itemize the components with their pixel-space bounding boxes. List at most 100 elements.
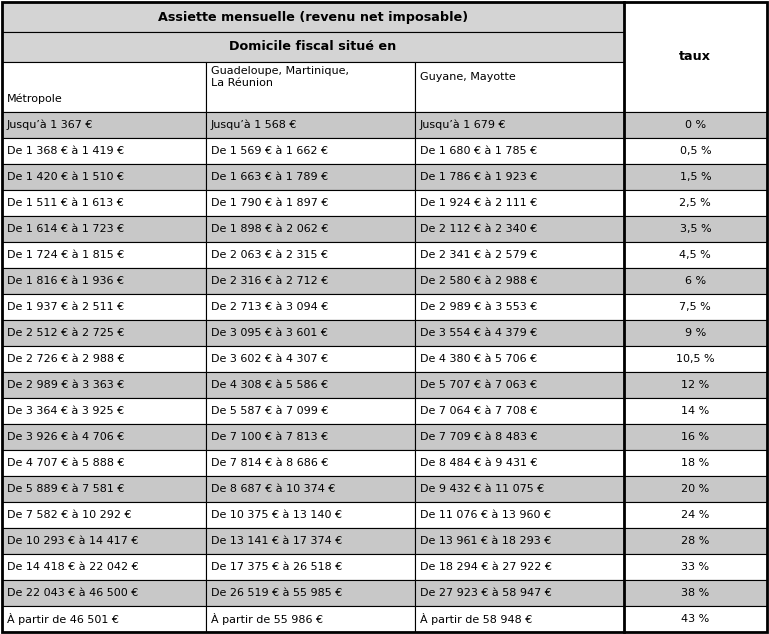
- Bar: [624, 424, 767, 450]
- Text: De 4 707 € à 5 888 €: De 4 707 € à 5 888 €: [7, 458, 125, 468]
- Text: De 8 687 € à 10 374 €: De 8 687 € à 10 374 €: [211, 484, 335, 494]
- Bar: [624, 138, 767, 164]
- Text: De 1 937 € à 2 511 €: De 1 937 € à 2 511 €: [7, 302, 124, 312]
- Bar: [624, 294, 767, 320]
- Text: De 2 112 € à 2 340 €: De 2 112 € à 2 340 €: [420, 224, 537, 234]
- Bar: [414, 164, 624, 190]
- Bar: [414, 606, 624, 632]
- Text: De 26 519 € à 55 985 €: De 26 519 € à 55 985 €: [211, 588, 342, 598]
- Text: 0,5 %: 0,5 %: [680, 146, 711, 156]
- Bar: [2, 2, 624, 32]
- Text: De 2 989 € à 3 553 €: De 2 989 € à 3 553 €: [420, 302, 537, 312]
- Bar: [206, 424, 414, 450]
- Text: De 7 064 € à 7 708 €: De 7 064 € à 7 708 €: [420, 406, 538, 416]
- Text: De 1 420 € à 1 510 €: De 1 420 € à 1 510 €: [7, 172, 124, 182]
- Text: De 27 923 € à 58 947 €: De 27 923 € à 58 947 €: [420, 588, 551, 598]
- Bar: [414, 424, 624, 450]
- Bar: [624, 320, 767, 346]
- Bar: [2, 398, 206, 424]
- Text: De 5 707 € à 7 063 €: De 5 707 € à 7 063 €: [420, 380, 537, 390]
- Bar: [624, 2, 767, 112]
- Bar: [206, 190, 414, 216]
- Bar: [2, 294, 206, 320]
- Bar: [414, 450, 624, 476]
- Bar: [2, 502, 206, 528]
- Bar: [2, 216, 206, 242]
- Text: De 7 814 € à 8 686 €: De 7 814 € à 8 686 €: [211, 458, 328, 468]
- Text: De 1 898 € à 2 062 €: De 1 898 € à 2 062 €: [211, 224, 328, 234]
- Text: À partir de 55 986 €: À partir de 55 986 €: [211, 613, 323, 625]
- Text: Jusqu’à 1 367 €: Jusqu’à 1 367 €: [7, 120, 93, 130]
- Bar: [414, 580, 624, 606]
- Text: Guyane, Mayotte: Guyane, Mayotte: [420, 72, 515, 82]
- Text: De 2 989 € à 3 363 €: De 2 989 € à 3 363 €: [7, 380, 125, 390]
- Text: De 2 713 € à 3 094 €: De 2 713 € à 3 094 €: [211, 302, 328, 312]
- Text: 24 %: 24 %: [681, 510, 710, 520]
- Text: 0 %: 0 %: [685, 120, 706, 130]
- Bar: [624, 476, 767, 502]
- Bar: [206, 450, 414, 476]
- Bar: [2, 554, 206, 580]
- Bar: [414, 294, 624, 320]
- Bar: [624, 606, 767, 632]
- Bar: [414, 62, 624, 112]
- Bar: [2, 476, 206, 502]
- Bar: [2, 190, 206, 216]
- Bar: [2, 112, 206, 138]
- Bar: [624, 372, 767, 398]
- Text: 28 %: 28 %: [681, 536, 710, 546]
- Text: 1,5 %: 1,5 %: [680, 172, 711, 182]
- Bar: [414, 112, 624, 138]
- Bar: [624, 450, 767, 476]
- Bar: [624, 502, 767, 528]
- Bar: [2, 528, 206, 554]
- Text: De 2 341 € à 2 579 €: De 2 341 € à 2 579 €: [420, 250, 538, 260]
- Bar: [206, 294, 414, 320]
- Bar: [206, 242, 414, 268]
- Text: De 2 580 € à 2 988 €: De 2 580 € à 2 988 €: [420, 276, 538, 286]
- Bar: [2, 346, 206, 372]
- Text: 12 %: 12 %: [681, 380, 710, 390]
- Bar: [624, 580, 767, 606]
- Text: De 3 554 € à 4 379 €: De 3 554 € à 4 379 €: [420, 328, 537, 338]
- Text: 43 %: 43 %: [681, 614, 710, 624]
- Text: De 3 364 € à 3 925 €: De 3 364 € à 3 925 €: [7, 406, 124, 416]
- Text: De 13 141 € à 17 374 €: De 13 141 € à 17 374 €: [211, 536, 342, 546]
- Bar: [206, 346, 414, 372]
- Bar: [414, 216, 624, 242]
- Bar: [414, 398, 624, 424]
- Text: De 1 724 € à 1 815 €: De 1 724 € à 1 815 €: [7, 250, 125, 260]
- Text: De 10 375 € à 13 140 €: De 10 375 € à 13 140 €: [211, 510, 342, 520]
- Bar: [206, 372, 414, 398]
- Text: De 5 587 € à 7 099 €: De 5 587 € à 7 099 €: [211, 406, 328, 416]
- Text: 7,5 %: 7,5 %: [680, 302, 711, 312]
- Text: 2,5 %: 2,5 %: [680, 198, 711, 208]
- Text: 9 %: 9 %: [684, 328, 706, 338]
- Text: De 8 484 € à 9 431 €: De 8 484 € à 9 431 €: [420, 458, 538, 468]
- Bar: [624, 346, 767, 372]
- Text: Assiette mensuelle (revenu net imposable): Assiette mensuelle (revenu net imposable…: [158, 11, 468, 23]
- Text: 4,5 %: 4,5 %: [680, 250, 711, 260]
- Bar: [414, 138, 624, 164]
- Text: 3,5 %: 3,5 %: [680, 224, 711, 234]
- Bar: [414, 346, 624, 372]
- Text: taux: taux: [679, 51, 711, 63]
- Bar: [2, 62, 206, 112]
- Text: De 9 432 € à 11 075 €: De 9 432 € à 11 075 €: [420, 484, 544, 494]
- Bar: [624, 112, 767, 138]
- Text: De 2 316 € à 2 712 €: De 2 316 € à 2 712 €: [211, 276, 328, 286]
- Text: De 1 511 € à 1 613 €: De 1 511 € à 1 613 €: [7, 198, 124, 208]
- Bar: [206, 216, 414, 242]
- Bar: [206, 528, 414, 554]
- Bar: [206, 580, 414, 606]
- Bar: [206, 606, 414, 632]
- Text: De 11 076 € à 13 960 €: De 11 076 € à 13 960 €: [420, 510, 551, 520]
- Text: De 1 569 € à 1 662 €: De 1 569 € à 1 662 €: [211, 146, 328, 156]
- Text: À partir de 58 948 €: À partir de 58 948 €: [420, 613, 532, 625]
- Text: De 7 100 € à 7 813 €: De 7 100 € à 7 813 €: [211, 432, 328, 442]
- Bar: [414, 502, 624, 528]
- Text: De 5 889 € à 7 581 €: De 5 889 € à 7 581 €: [7, 484, 125, 494]
- Bar: [624, 398, 767, 424]
- Bar: [206, 164, 414, 190]
- Text: De 1 786 € à 1 923 €: De 1 786 € à 1 923 €: [420, 172, 537, 182]
